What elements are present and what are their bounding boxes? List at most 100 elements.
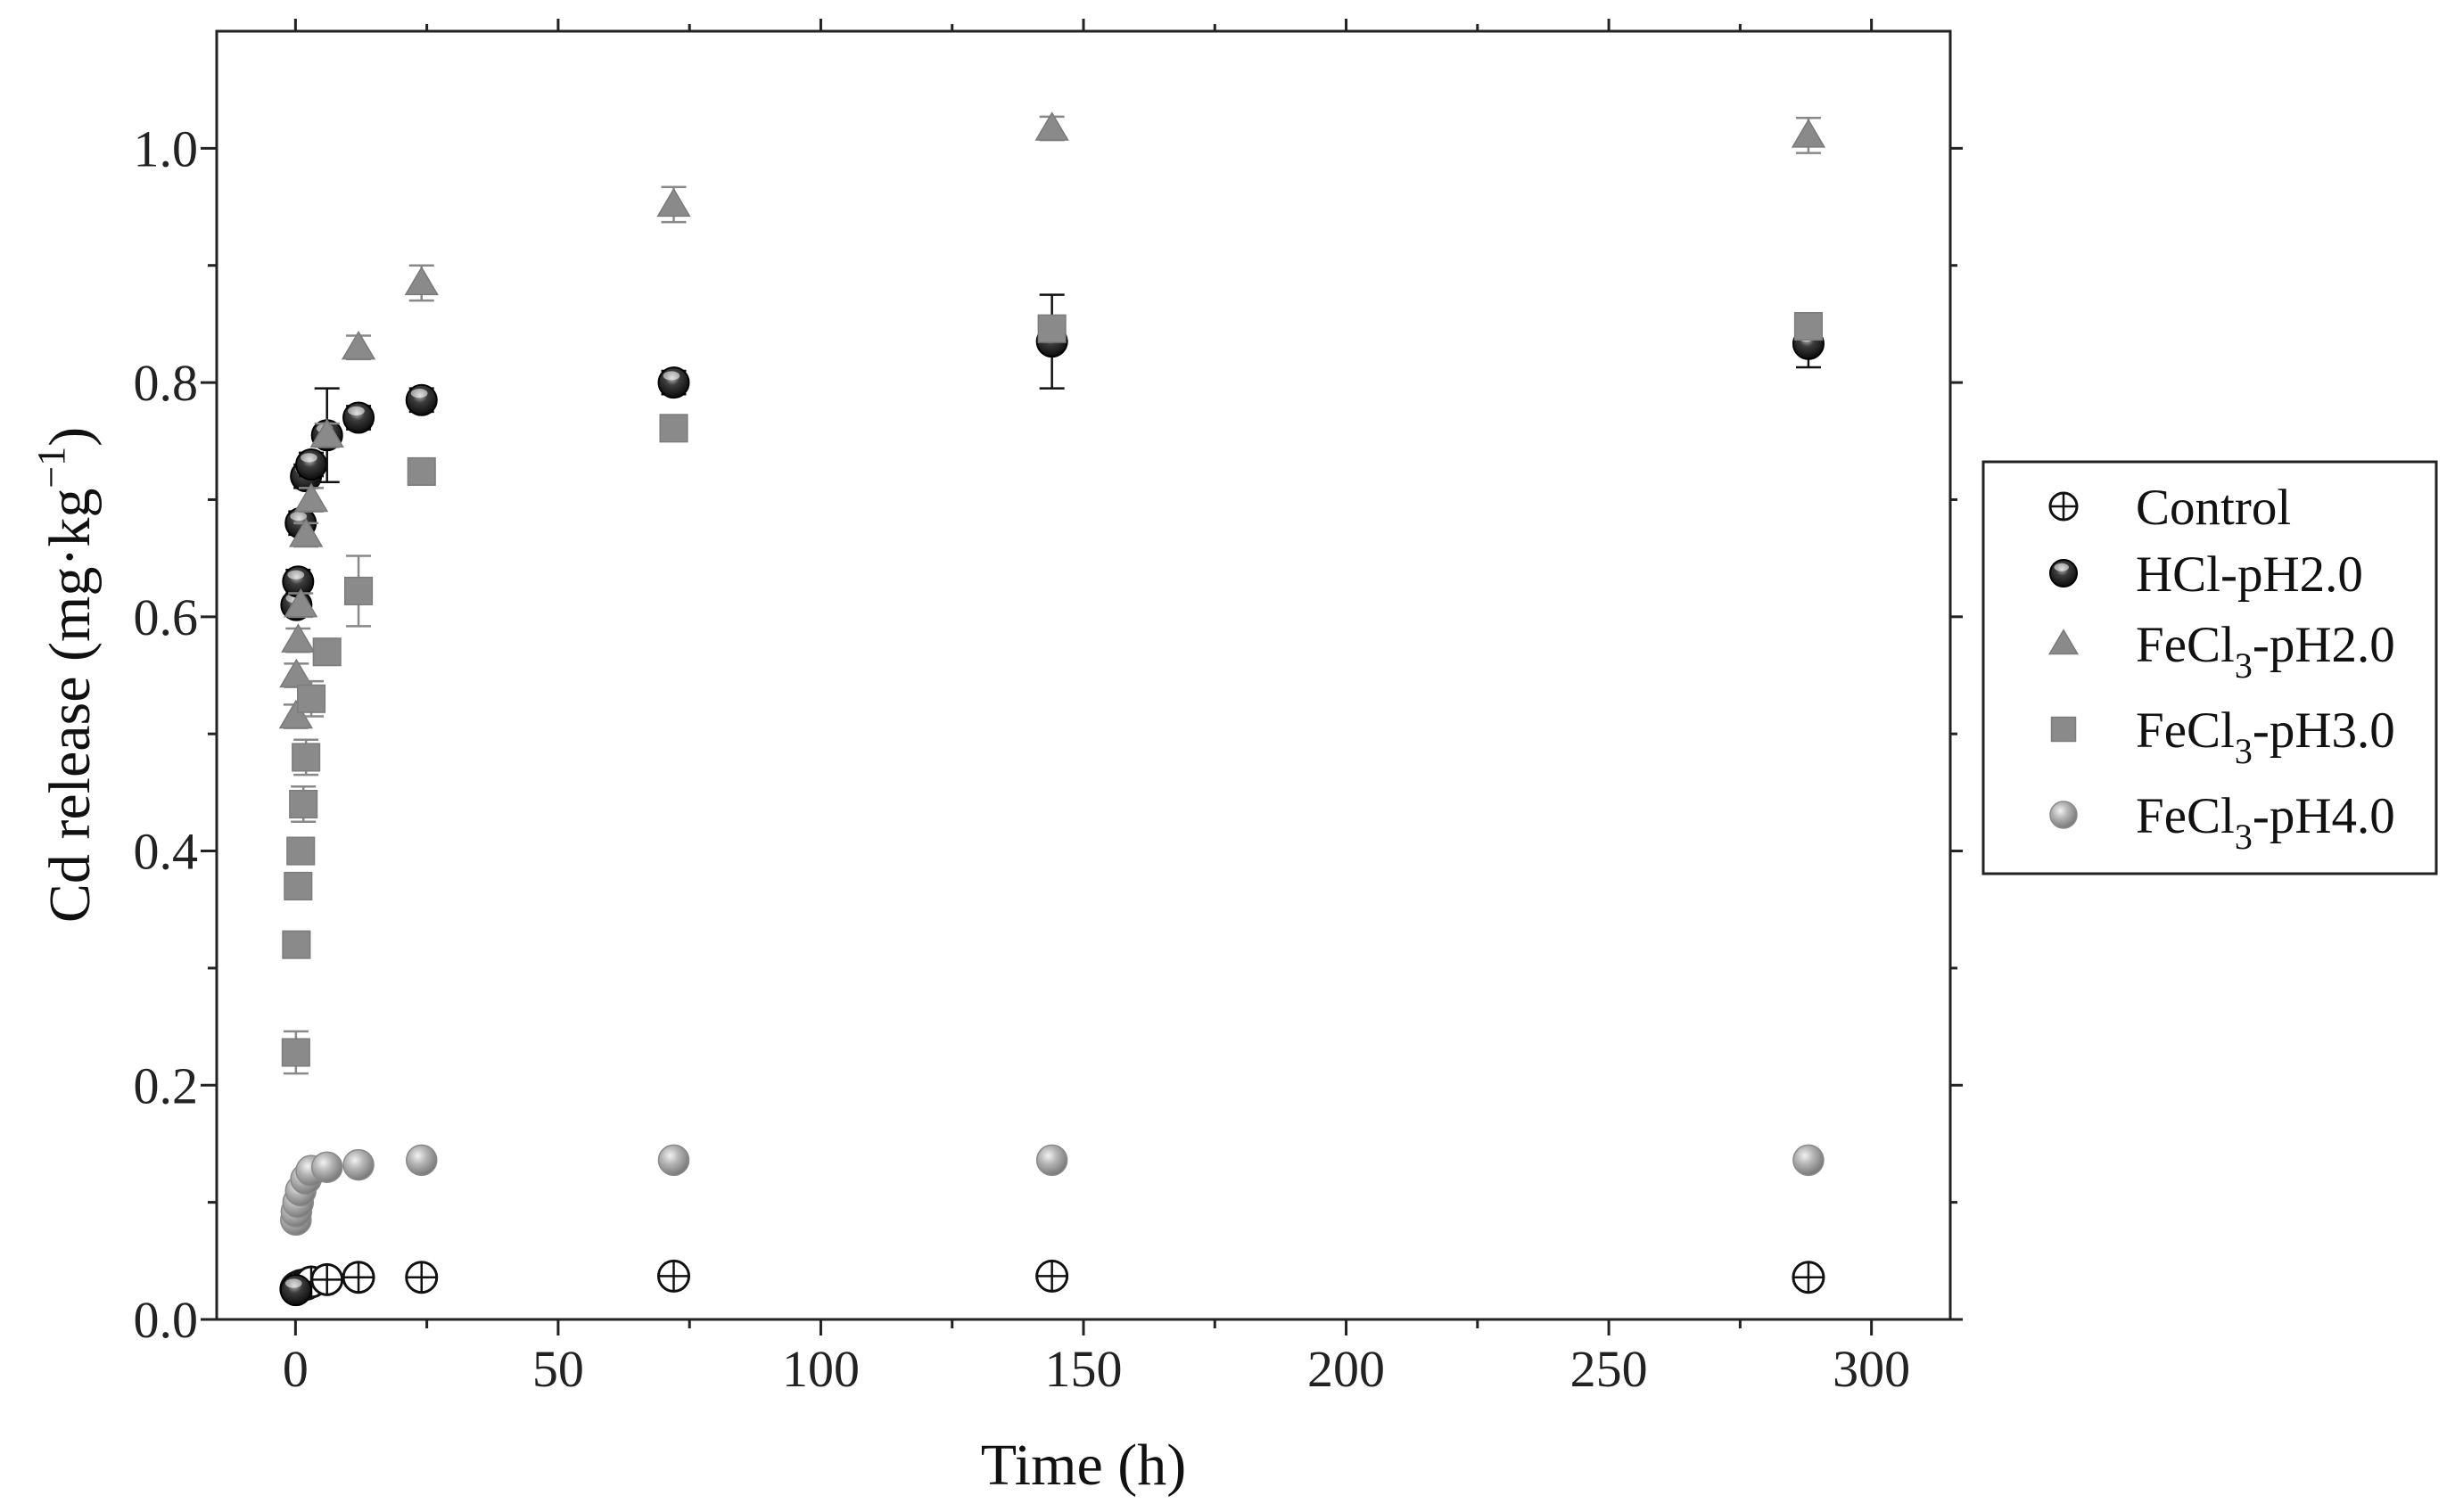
marker-triangle [288,518,324,547]
marker-square [344,576,374,605]
data-point [1034,111,1069,141]
marker-triangle [656,187,691,218]
marker-triangle [281,623,316,653]
legend-marker [2048,491,2079,522]
marker-highlight [301,453,317,463]
data-point [281,623,316,653]
marker-triangle [1034,111,1069,141]
data-point [279,1274,312,1307]
marker-triangle [404,266,439,296]
y-tick-label: 0.0 [134,1291,199,1349]
marker-circle-gray [1035,1144,1068,1177]
marker-circle-gray [310,1151,343,1183]
marker-square [281,1038,310,1067]
y-axis-title-exponent: −1 [29,447,73,489]
marker-triangle [1791,119,1826,148]
marker-square [312,637,342,667]
legend-label-base: FeCl [2136,788,2235,844]
x-tick-label: 100 [782,1340,860,1398]
marker-square [292,743,321,772]
marker-triangle [284,588,318,618]
x-tick-label: 150 [1045,1340,1123,1398]
data-point [342,1148,375,1181]
legend: ControlHCl-pH2.0FeCl3-pH2.0FeCl3-pH3.0Fe… [1981,460,2438,875]
marker-square [282,930,311,959]
data-point [407,456,436,486]
data-point [341,330,376,360]
series-fecl3-ph2-0 [278,111,1826,729]
series-layer [278,111,1826,1307]
marker-circle-gray [1792,1144,1825,1177]
legend-label: Control [2136,480,2291,536]
marker-square [1037,314,1067,343]
legend-label-base: FeCl [2136,703,2235,759]
data-point [295,448,328,481]
series-control [279,1259,1825,1306]
data-point [405,1144,438,1177]
data-point [404,266,439,296]
data-point [282,930,311,959]
data-point [309,418,344,448]
data-point [344,576,374,605]
marker-highlight [663,371,680,381]
legend-item: FeCl3-pH4.0 [2049,788,2395,857]
marker-highlight [410,389,428,399]
x-tick-label: 300 [1833,1340,1910,1398]
legend-label-sub: 3 [2235,731,2253,771]
marker-square [2050,716,2077,743]
marker-triangle [278,699,313,729]
data-point [284,588,318,618]
x-tick-label: 0 [283,1340,309,1398]
legend-marker [2050,716,2077,743]
data-point [342,401,375,434]
data-point [659,414,688,443]
marker-circle-gray [342,1148,375,1181]
legend-marker [2047,629,2080,655]
data-point [405,383,438,416]
data-point [656,187,691,218]
data-point [289,789,318,819]
legend-label-sub: 3 [2235,817,2253,857]
legend-item: HCl-pH2.0 [2049,546,2363,603]
y-tick-label: 0.2 [134,1056,199,1114]
x-tick-label: 250 [1570,1340,1648,1398]
legend-label-suffix: -pH3.0 [2253,703,2395,759]
marker-square [289,789,318,819]
data-point [312,637,342,667]
data-point [292,743,321,772]
data-point [1791,119,1826,148]
y-tick-label: 0.6 [134,588,199,646]
data-point [1792,1261,1825,1294]
data-point [281,1038,310,1067]
data-point [1037,314,1067,343]
data-point [288,518,324,547]
data-point [310,1262,344,1296]
y-axis-title: Cd release (mg·kg−1) [29,427,103,923]
marker-highlight [2054,563,2069,571]
y-axis-title-text: Cd release (mg·kg [37,489,103,924]
marker-circle-gray [657,1144,690,1177]
legend-label-base: HCl-pH2.0 [2136,546,2363,603]
data-point [284,871,313,901]
legend-item: FeCl3-pH2.0 [2047,617,2395,686]
marker-circle-gray [2049,801,2078,829]
legend-label: HCl-pH2.0 [2136,546,2363,603]
data-point [1792,1144,1825,1177]
legend-label: FeCl3-pH3.0 [2136,703,2395,771]
marker-triangle [293,482,329,513]
legend-label: FeCl3-pH2.0 [2136,617,2395,686]
marker-circle-gray [405,1144,438,1177]
data-point [342,1261,375,1294]
marker-triangle [2047,629,2080,655]
legend-marker [2049,559,2078,588]
marker-triangle [341,330,376,360]
data-point [1793,311,1823,341]
legend-marker [2049,801,2078,829]
y-tick-label: 1.0 [134,119,199,177]
x-axis: 0 50 100 150 200 250 300 [283,19,1910,1398]
data-point [286,836,316,866]
y-axis: 0.0 0.2 0.4 0.6 0.8 1.0 [134,119,1963,1349]
marker-square [659,414,688,443]
marker-highlight [284,1278,302,1288]
